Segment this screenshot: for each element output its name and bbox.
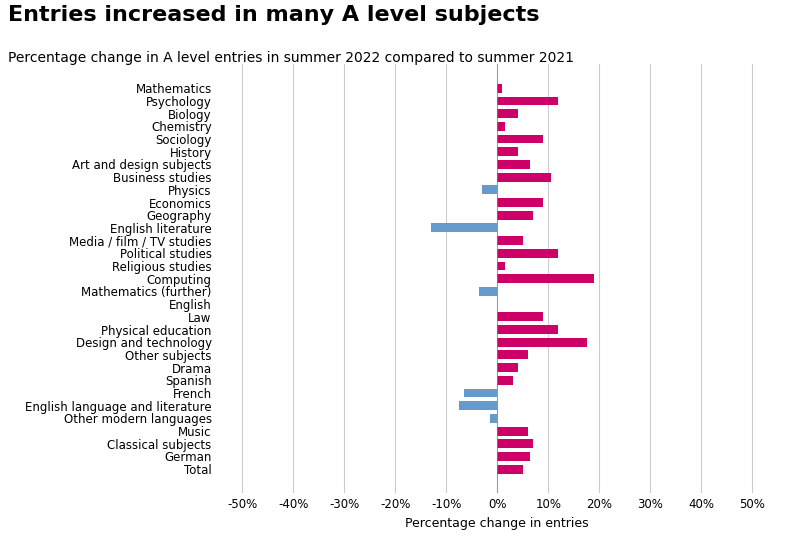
- Bar: [497, 173, 551, 182]
- Bar: [497, 262, 505, 271]
- Bar: [497, 198, 543, 207]
- Bar: [497, 376, 512, 385]
- Bar: [497, 274, 594, 283]
- Bar: [464, 389, 497, 397]
- Bar: [497, 440, 533, 448]
- Bar: [497, 122, 505, 131]
- Bar: [497, 211, 533, 220]
- Bar: [480, 287, 497, 296]
- Bar: [497, 160, 530, 169]
- Bar: [497, 351, 528, 359]
- Bar: [482, 185, 497, 194]
- Bar: [497, 465, 523, 474]
- Bar: [431, 224, 497, 233]
- Bar: [497, 249, 558, 258]
- Bar: [497, 363, 517, 372]
- Bar: [497, 427, 528, 436]
- Bar: [497, 325, 558, 334]
- Bar: [497, 84, 502, 93]
- Bar: [497, 109, 517, 118]
- Bar: [497, 312, 543, 321]
- Bar: [497, 338, 586, 347]
- Bar: [497, 135, 543, 144]
- Text: Percentage change in A level entries in summer 2022 compared to summer 2021: Percentage change in A level entries in …: [8, 51, 574, 65]
- Bar: [489, 414, 497, 423]
- X-axis label: Percentage change in entries: Percentage change in entries: [406, 517, 589, 530]
- Bar: [497, 236, 523, 245]
- Text: Entries increased in many A level subjects: Entries increased in many A level subjec…: [8, 5, 540, 25]
- Bar: [497, 96, 558, 106]
- Bar: [497, 147, 517, 156]
- Bar: [459, 401, 497, 410]
- Bar: [497, 452, 530, 461]
